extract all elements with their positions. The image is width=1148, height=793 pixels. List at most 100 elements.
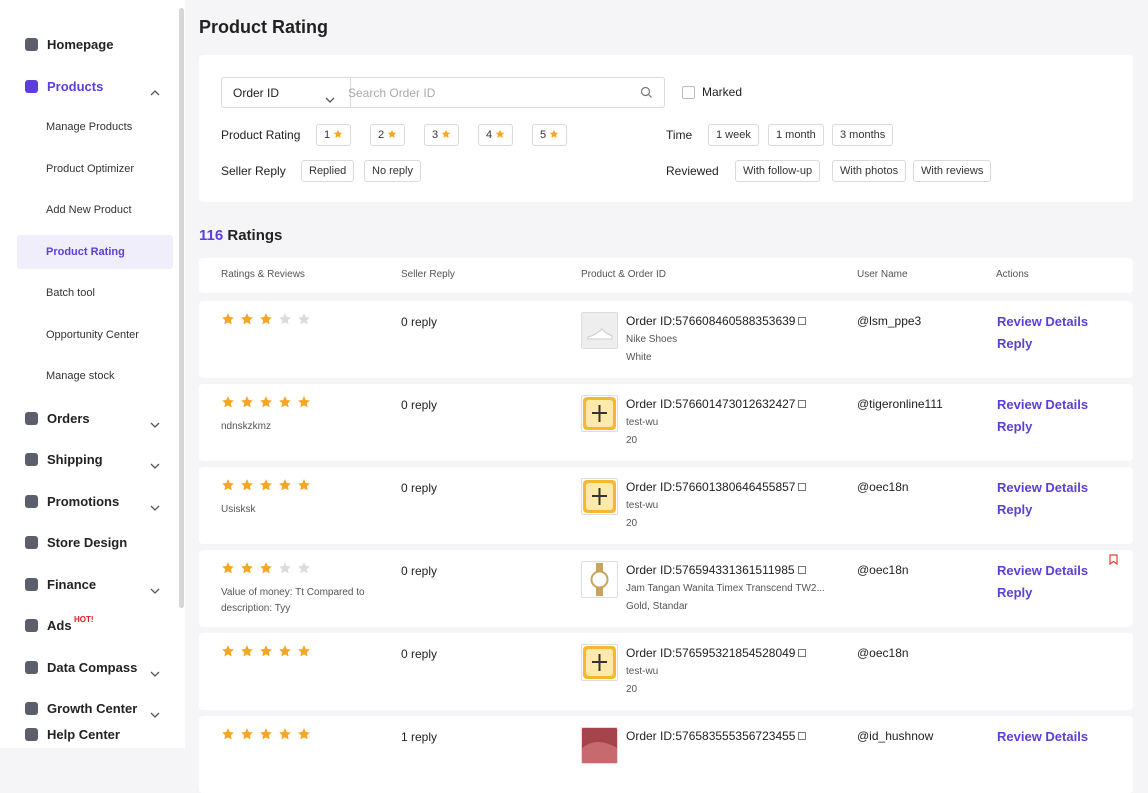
action-link[interactable]: Reply [997,585,1033,600]
filter-card: Order ID Search Order ID Marked Product Rat… [199,55,1133,202]
icon [25,660,38,674]
filter-chip[interactable]: 5 [532,124,568,146]
copy-icon[interactable] [798,649,807,657]
star [221,644,235,663]
filter-chip[interactable]: With photos [832,160,907,182]
menu-item[interactable]: Ads HOT! [17,608,173,642]
app: Homepage Products Manage Products Product O… [0,8,1133,764]
chip-label: 3 months [840,129,886,141]
menu-item[interactable]: Data Compass [17,650,173,684]
submenu-label: Manage stock [46,370,115,382]
star [259,312,273,331]
flag-icon[interactable] [1109,552,1118,570]
star [278,312,292,331]
menu-item[interactable]: Orders [17,401,173,435]
menu-item[interactable]: Finance [17,567,173,601]
copy-icon[interactable] [798,483,807,491]
action-link[interactable]: Review Details [997,480,1089,495]
menu-item[interactable]: Homepage [17,27,173,61]
user-name: @oec18n [857,563,909,577]
menu-item[interactable]: Products [17,69,173,103]
menu-item[interactable]: Add New Product [17,193,173,227]
copy-icon[interactable] [798,732,807,740]
product-image [581,644,618,681]
menu-item[interactable]: Manage Products [17,110,173,144]
star-icon [495,129,505,142]
product-image [581,561,618,598]
menu-item[interactable]: Batch tool [17,276,173,310]
user-name: @tigeronline111 [857,397,943,411]
column-header: Product & Order ID [581,269,667,280]
star [221,312,235,331]
order-id: Order ID:576583555356723455 [626,729,807,743]
footer-label: Help Center [47,727,120,742]
star-rating [221,561,311,580]
order-id: Order ID:576594331361511985 [626,563,806,577]
copy-icon[interactable] [798,317,807,325]
filter-chip[interactable]: With reviews [913,160,992,182]
column-header: Ratings & Reviews [221,269,305,280]
star-rating [221,644,311,663]
action-link[interactable]: Reply [997,502,1033,517]
star [221,478,235,497]
icon [25,79,38,93]
search-box: Order ID Search Order ID [221,77,665,108]
star [221,561,235,580]
menu-item[interactable]: Product Rating [17,234,173,269]
star [259,395,273,414]
filter-chip[interactable]: 3 [424,124,460,146]
action-link[interactable]: Review Details [997,314,1089,329]
filter-chip[interactable]: 2 [370,124,406,146]
chevron [150,415,160,433]
sidebar-footer[interactable]: Help Center [0,718,179,748]
menu-item[interactable]: Promotions [17,484,173,518]
chip-label: No reply [372,165,413,177]
order-id: Order ID:576595321854528049 [626,646,807,660]
filter-chip[interactable]: 3 months [832,124,894,146]
column-header: Actions [996,269,1029,280]
star [278,561,292,580]
reply-count: 1 reply [401,730,438,744]
action-link[interactable]: Review Details [997,729,1089,744]
filter-chip[interactable]: 1 [316,124,352,146]
icon [25,38,38,51]
filter-chip[interactable]: No reply [364,160,421,182]
action-link[interactable]: Reply [997,336,1033,351]
filter-label: Reviewed [666,164,719,178]
filter-chip[interactable]: 1 week [708,124,759,146]
checkbox[interactable] [682,86,695,99]
menu-item[interactable]: Growth Center [17,691,173,725]
icon [25,619,38,632]
menu-item[interactable]: Shipping [17,442,173,476]
filter-chip[interactable]: Replied [301,160,355,182]
filter-label: Time [666,128,693,142]
rating-count: 116 [199,227,224,244]
menu-item[interactable]: Store Design [17,525,173,559]
select[interactable]: Order ID [233,86,280,100]
chip-label: 5 [540,129,547,141]
menu-label: Finance [47,576,97,592]
star [221,395,235,414]
search-input[interactable]: Search Order ID [348,86,436,100]
filter-chip[interactable]: With follow-up [735,160,821,182]
icon [25,453,38,466]
star [259,561,273,580]
user-name: @lsm_ppe3 [857,314,922,328]
menu-item[interactable]: Product Optimizer [17,152,173,186]
filter-chip[interactable]: 1 month [768,124,824,146]
icon [25,536,38,549]
menu-item[interactable]: Manage stock [17,359,173,393]
product-variant: 20 [626,684,638,695]
review-text: Usisksk [221,504,256,515]
copy-icon[interactable] [798,400,807,408]
star [240,312,254,331]
filter-chip[interactable]: 4 [478,124,514,146]
menu-item[interactable]: Opportunity Center [17,318,173,352]
order-id: Order ID:576601380646455857 [626,480,807,494]
action-link[interactable]: Review Details [997,397,1089,412]
copy-icon[interactable] [797,566,806,574]
action-link[interactable]: Reply [997,419,1033,434]
action-link[interactable]: Review Details [997,563,1089,578]
star [259,644,273,663]
user-name: @oec18n [857,480,909,494]
